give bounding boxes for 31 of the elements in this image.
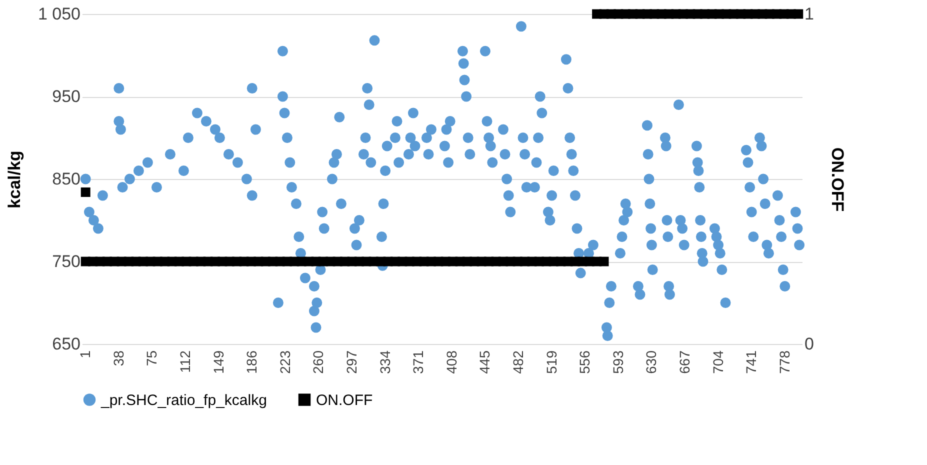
y-tick-label: 750 — [52, 252, 80, 271]
x-tick-label: 408 — [443, 350, 460, 374]
y-tick-label: 950 — [52, 87, 80, 106]
x-tick-label: 778 — [776, 350, 792, 374]
y-tick-label: 1 050 — [38, 4, 80, 24]
x-tick-label: 445 — [476, 350, 493, 374]
y2-tick-label: 0 — [804, 334, 814, 354]
x-tick-label: 630 — [643, 350, 660, 374]
x-tick-label: 112 — [177, 350, 193, 373]
y-axis-title: kcal/kg — [4, 150, 24, 208]
x-tick-label: 519 — [543, 350, 560, 374]
x-tick-label: 334 — [376, 350, 393, 374]
x-tick-label: 593 — [610, 350, 626, 374]
y2-tick-label: 1 — [804, 4, 814, 24]
x-tick-label: 556 — [576, 350, 593, 374]
x-tick-label: 260 — [310, 350, 326, 374]
x-tick-label: 667 — [676, 350, 692, 374]
x-tick-label: 371 — [410, 350, 426, 374]
x-tick-label: 704 — [710, 350, 726, 374]
legend-label: _pr.SHC_ratio_fp_kcalkg — [100, 392, 267, 409]
x-tick-label: 186 — [244, 350, 260, 374]
x-tick-label: 38 — [110, 350, 126, 366]
x-tick-label: 482 — [510, 350, 526, 374]
y-tick-label: 850 — [52, 170, 80, 188]
x-tick-label: 149 — [210, 350, 226, 374]
legend-label: ON.OFF — [316, 392, 373, 409]
x-tick-label: 75 — [144, 350, 160, 366]
y2-axis-title: ON.OFF — [828, 147, 847, 212]
x-tick-label: 297 — [344, 350, 360, 374]
x-tick-label: 223 — [276, 350, 293, 374]
x-tick-label: 741 — [743, 350, 760, 374]
